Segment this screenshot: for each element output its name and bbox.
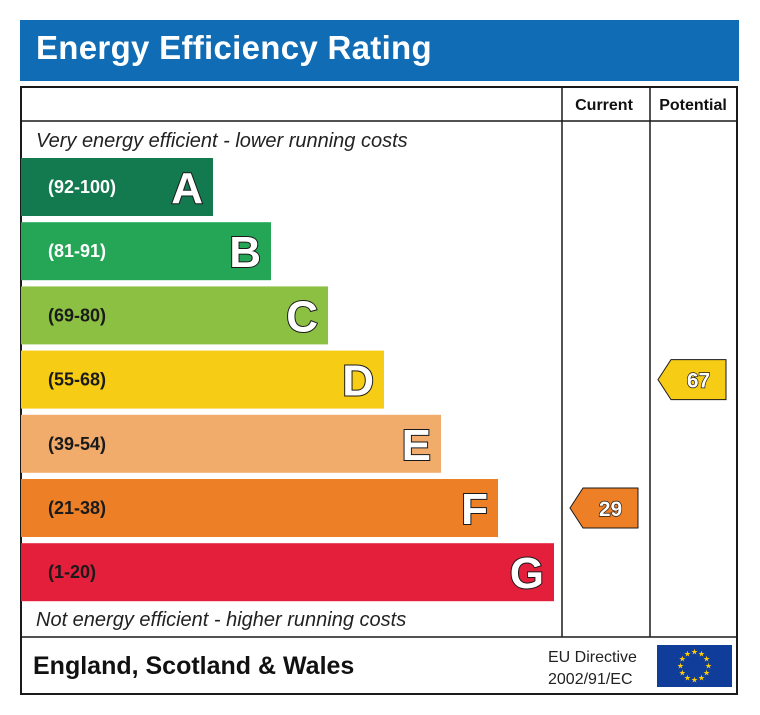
- svg-text:★: ★: [705, 662, 712, 671]
- bottom-caption: Not energy efficient - higher running co…: [36, 609, 406, 631]
- chart-title: Energy Efficiency Rating: [36, 29, 432, 66]
- svg-text:★: ★: [677, 662, 684, 671]
- band-c: [21, 286, 328, 345]
- band-f: [21, 479, 498, 537]
- band-e: [21, 414, 441, 473]
- band-f-range: (21-38): [48, 498, 106, 518]
- svg-text:★: ★: [691, 648, 698, 657]
- band-d: [21, 350, 384, 409]
- potential-rating-marker: [657, 359, 727, 401]
- potential-rating-value: 67: [687, 370, 710, 393]
- band-f-letter: F: [461, 485, 488, 534]
- band-g: [21, 543, 554, 602]
- band-g-range: (1-20): [48, 562, 96, 582]
- current-rating-marker: [569, 487, 639, 529]
- eu-flag-icon: ★ ★★★★★★★★★★★: [657, 645, 732, 687]
- band-g-letter: G: [510, 549, 544, 598]
- rating-markers: 29 67: [569, 359, 727, 529]
- current-rating-value: 29: [599, 498, 622, 521]
- svg-text:★: ★: [691, 676, 698, 685]
- svg-text:★: ★: [698, 674, 705, 683]
- band-a: [21, 158, 213, 216]
- svg-text:★: ★: [679, 655, 686, 664]
- svg-text:★: ★: [698, 649, 705, 658]
- region-label: England, Scotland & Wales: [33, 652, 354, 680]
- svg-text:★: ★: [684, 674, 691, 683]
- band-b-letter: B: [229, 228, 261, 277]
- band-a-range: (92-100): [48, 177, 116, 197]
- current-column-header: Current: [575, 97, 633, 114]
- svg-text:★: ★: [684, 649, 691, 658]
- band-b: [21, 222, 271, 281]
- svg-text:★: ★: [679, 669, 686, 678]
- band-d-range: (55-68): [48, 370, 106, 390]
- band-e-letter: E: [402, 421, 431, 470]
- top-caption: Very energy efficient - lower running co…: [36, 130, 408, 152]
- svg-text:★: ★: [703, 669, 710, 678]
- band-d-letter: D: [342, 357, 374, 406]
- band-b-range: (81-91): [48, 241, 106, 261]
- title-bar: Energy Efficiency Rating: [20, 20, 739, 81]
- svg-text:★: ★: [703, 655, 710, 664]
- band-c-range: (69-80): [48, 305, 106, 325]
- directive-line-2: 2002/91/EC: [548, 671, 633, 688]
- band-a-letter: A: [171, 164, 203, 213]
- band-e-range: (39-54): [48, 434, 106, 454]
- rating-bands: (92-100) A (81-91) B (69-80) C (55-68) D (39-54)…: [21, 158, 554, 602]
- band-c-letter: C: [286, 292, 318, 341]
- directive-line-1: EU Directive: [548, 649, 637, 666]
- potential-column-header: Potential: [659, 97, 727, 114]
